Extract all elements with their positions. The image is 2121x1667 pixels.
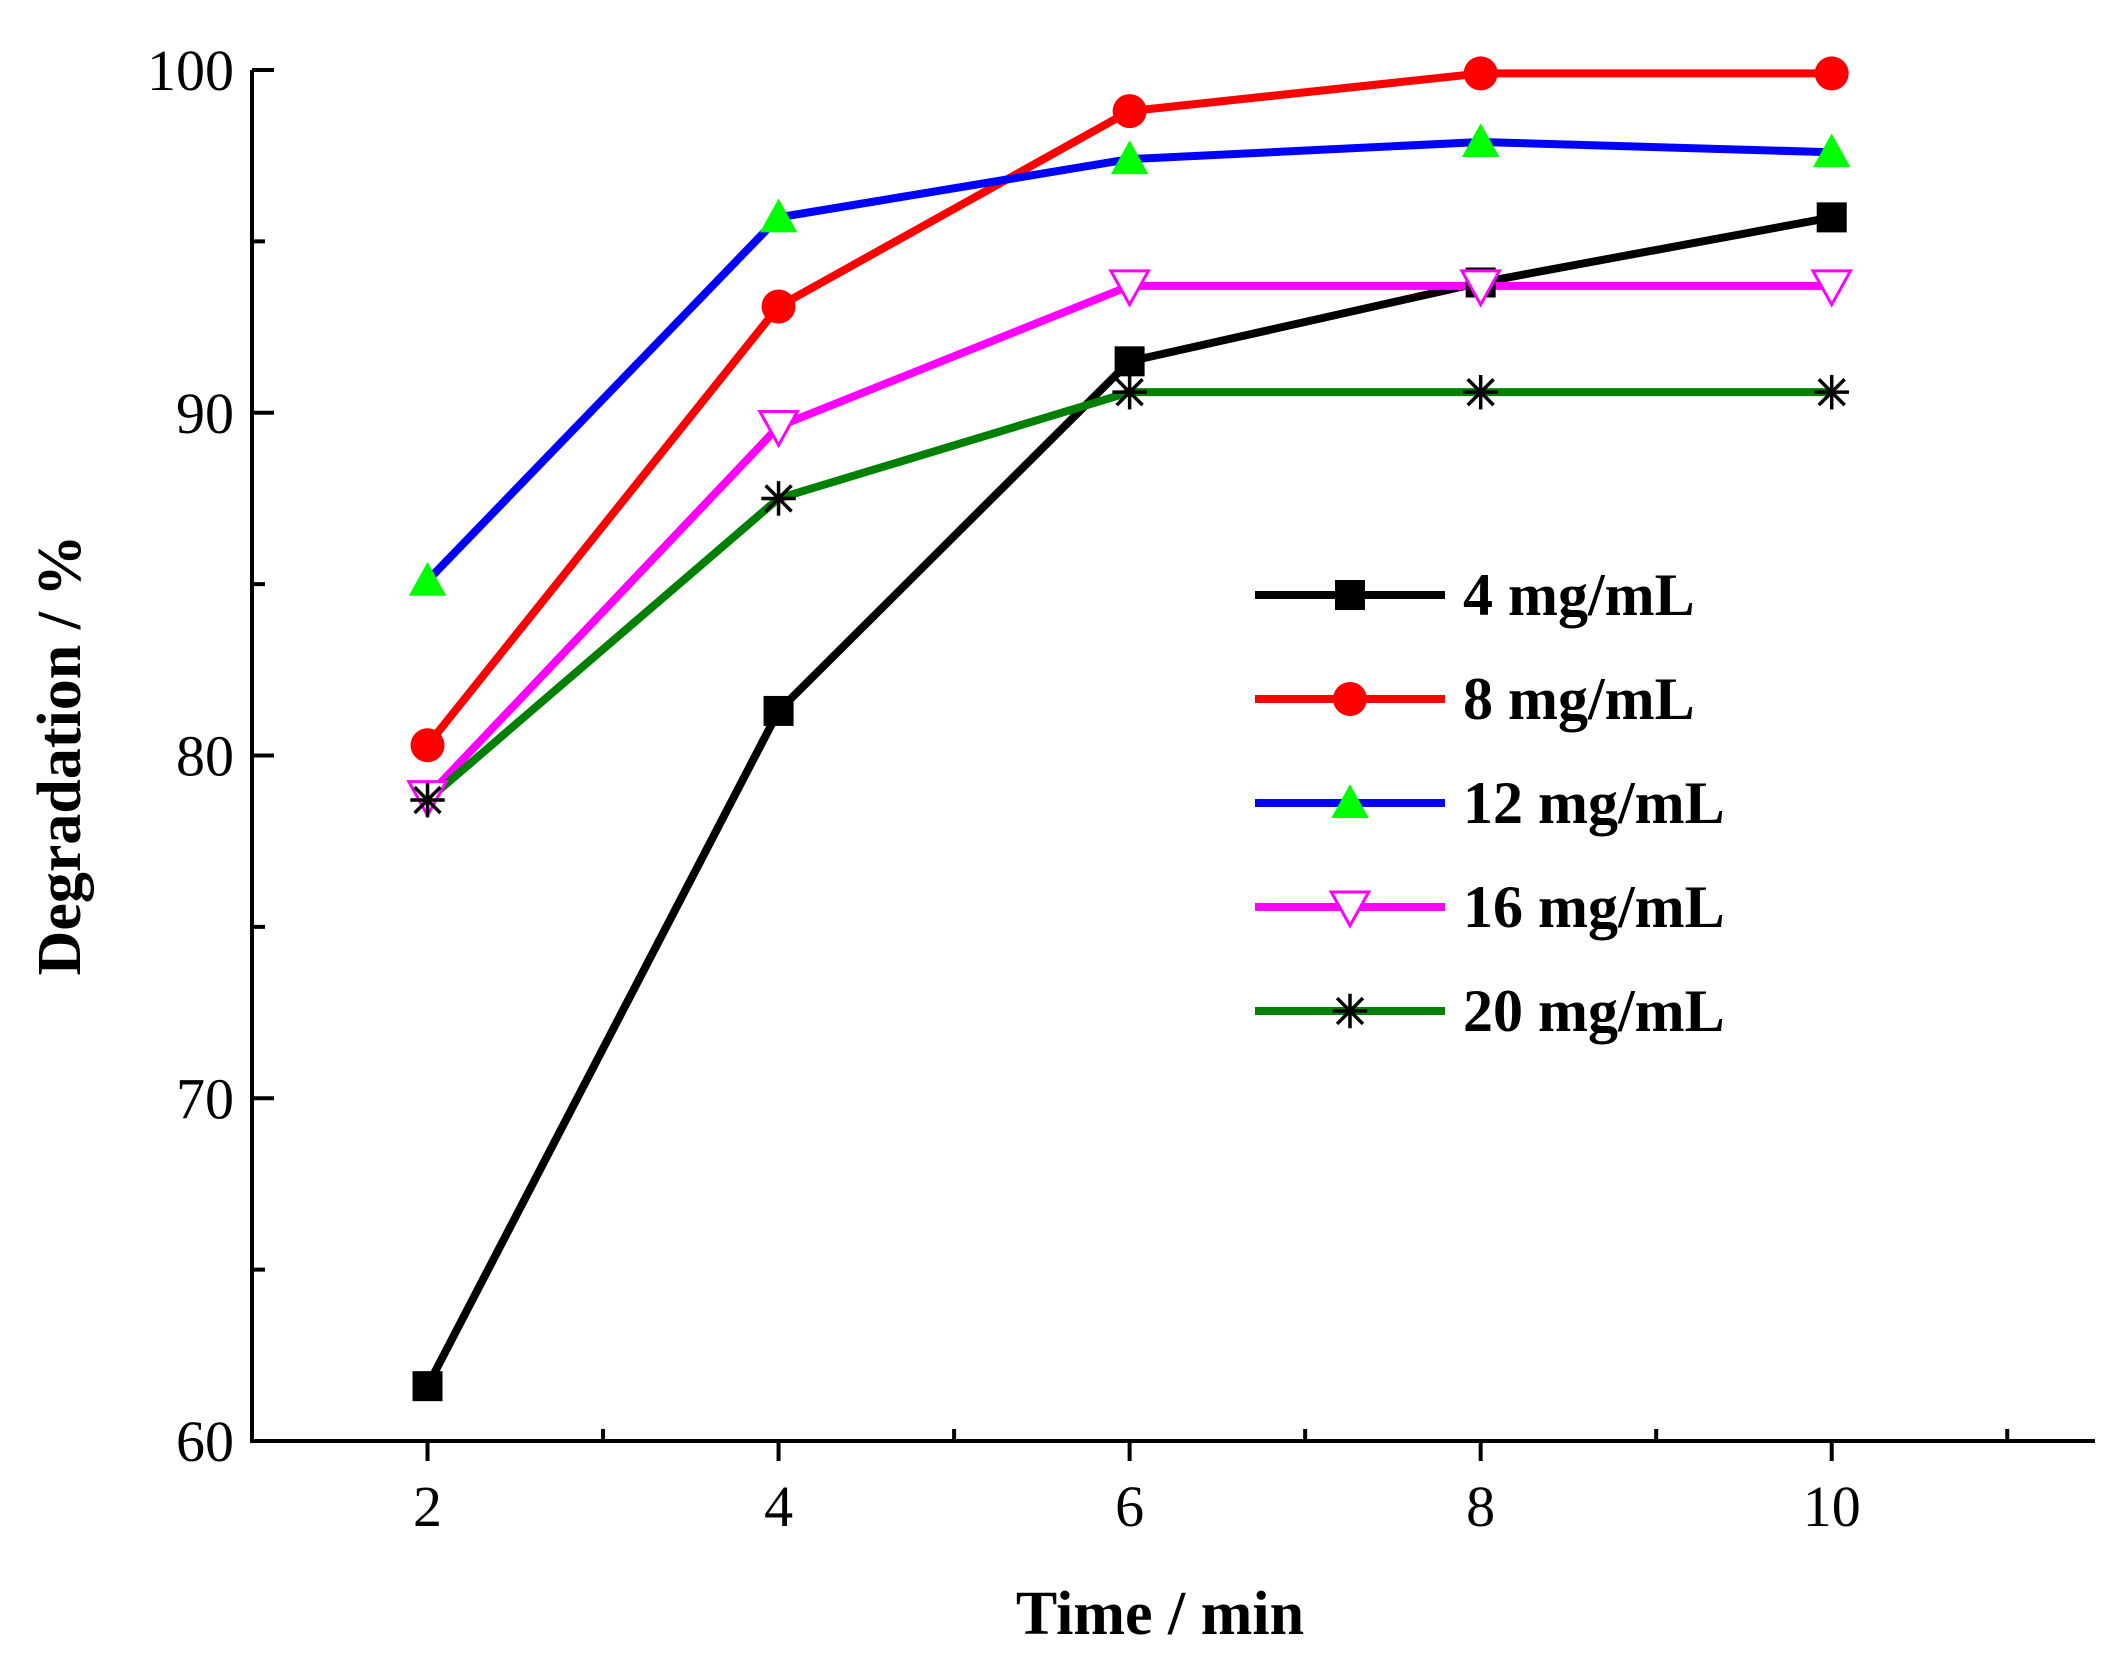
x-tick-label: 10 bbox=[1803, 1474, 1861, 1539]
series-2-point-4 bbox=[1463, 56, 1498, 91]
series-3-point-5 bbox=[1812, 133, 1851, 168]
legend-label: 4 mg/mL bbox=[1463, 562, 1695, 628]
x-tick-label: 4 bbox=[764, 1474, 793, 1539]
x-tick-label: 8 bbox=[1466, 1474, 1495, 1539]
y-tick-label: 100 bbox=[147, 38, 234, 103]
y-tick-label: 90 bbox=[176, 381, 234, 446]
legend-marker bbox=[1335, 580, 1365, 610]
series-4-point-3 bbox=[1108, 269, 1151, 308]
series-5-point-5 bbox=[1814, 374, 1849, 410]
tick-labels: 2 4 6 8 10 60 70 80 90 100 bbox=[147, 38, 1861, 1539]
legend-item-4: 16 mg/mL bbox=[1255, 874, 1725, 940]
legend-item-3: 12 mg/mL bbox=[1255, 770, 1725, 836]
x-tick-label: 6 bbox=[1115, 1474, 1144, 1539]
legend-item-2: 8 mg/mL bbox=[1255, 666, 1695, 732]
legend-marker bbox=[1331, 784, 1369, 818]
series-markers bbox=[406, 56, 1854, 1402]
series-3-point-2 bbox=[759, 198, 798, 233]
legend: 4 mg/mL 8 mg/mL 12 mg/mL 16 mg/mL 20 mg/mL bbox=[1255, 562, 1725, 1044]
y-axis-title: Degradation / % bbox=[26, 535, 94, 976]
series-1-point-1 bbox=[412, 1371, 443, 1402]
legend-label: 16 mg/mL bbox=[1463, 874, 1725, 940]
y-tick-label: 80 bbox=[176, 724, 234, 789]
legend-item-5: 20 mg/mL bbox=[1255, 978, 1725, 1044]
series-3-point-3 bbox=[1110, 140, 1149, 175]
series-4-point-2 bbox=[757, 409, 800, 449]
series-2-point-2 bbox=[761, 289, 796, 324]
y-tick-label: 60 bbox=[176, 1409, 234, 1474]
legend-marker bbox=[1328, 890, 1372, 929]
series-1-point-2 bbox=[763, 695, 794, 726]
x-tick-label: 2 bbox=[413, 1474, 442, 1539]
legend-item-1: 4 mg/mL bbox=[1255, 562, 1695, 628]
series-5-point-3 bbox=[1112, 374, 1147, 410]
x-axis-title: Time / min bbox=[1016, 1580, 1304, 1648]
series-3-point-1 bbox=[408, 561, 447, 596]
series-2-point-3 bbox=[1112, 94, 1147, 129]
series-1-point-3 bbox=[1114, 346, 1145, 377]
series-1-point-5 bbox=[1816, 202, 1847, 233]
legend-label: 8 mg/mL bbox=[1463, 666, 1695, 732]
series-5-point-2 bbox=[761, 481, 796, 516]
series-4-point-5 bbox=[1810, 269, 1854, 308]
legend-label: 12 mg/mL bbox=[1463, 770, 1725, 836]
legend-label: 20 mg/mL bbox=[1463, 978, 1725, 1044]
series-3-point-4 bbox=[1461, 123, 1500, 157]
y-tick-label: 70 bbox=[176, 1066, 234, 1131]
legend-marker bbox=[1333, 682, 1367, 716]
legend-marker bbox=[1332, 993, 1368, 1029]
series-4-point-4 bbox=[1459, 269, 1502, 308]
series-5-point-4 bbox=[1463, 374, 1498, 410]
series-5-point-1 bbox=[410, 782, 445, 818]
axis-ticks bbox=[252, 68, 2010, 1461]
series-2-point-5 bbox=[1814, 56, 1849, 91]
series-2-point-1 bbox=[410, 728, 445, 763]
